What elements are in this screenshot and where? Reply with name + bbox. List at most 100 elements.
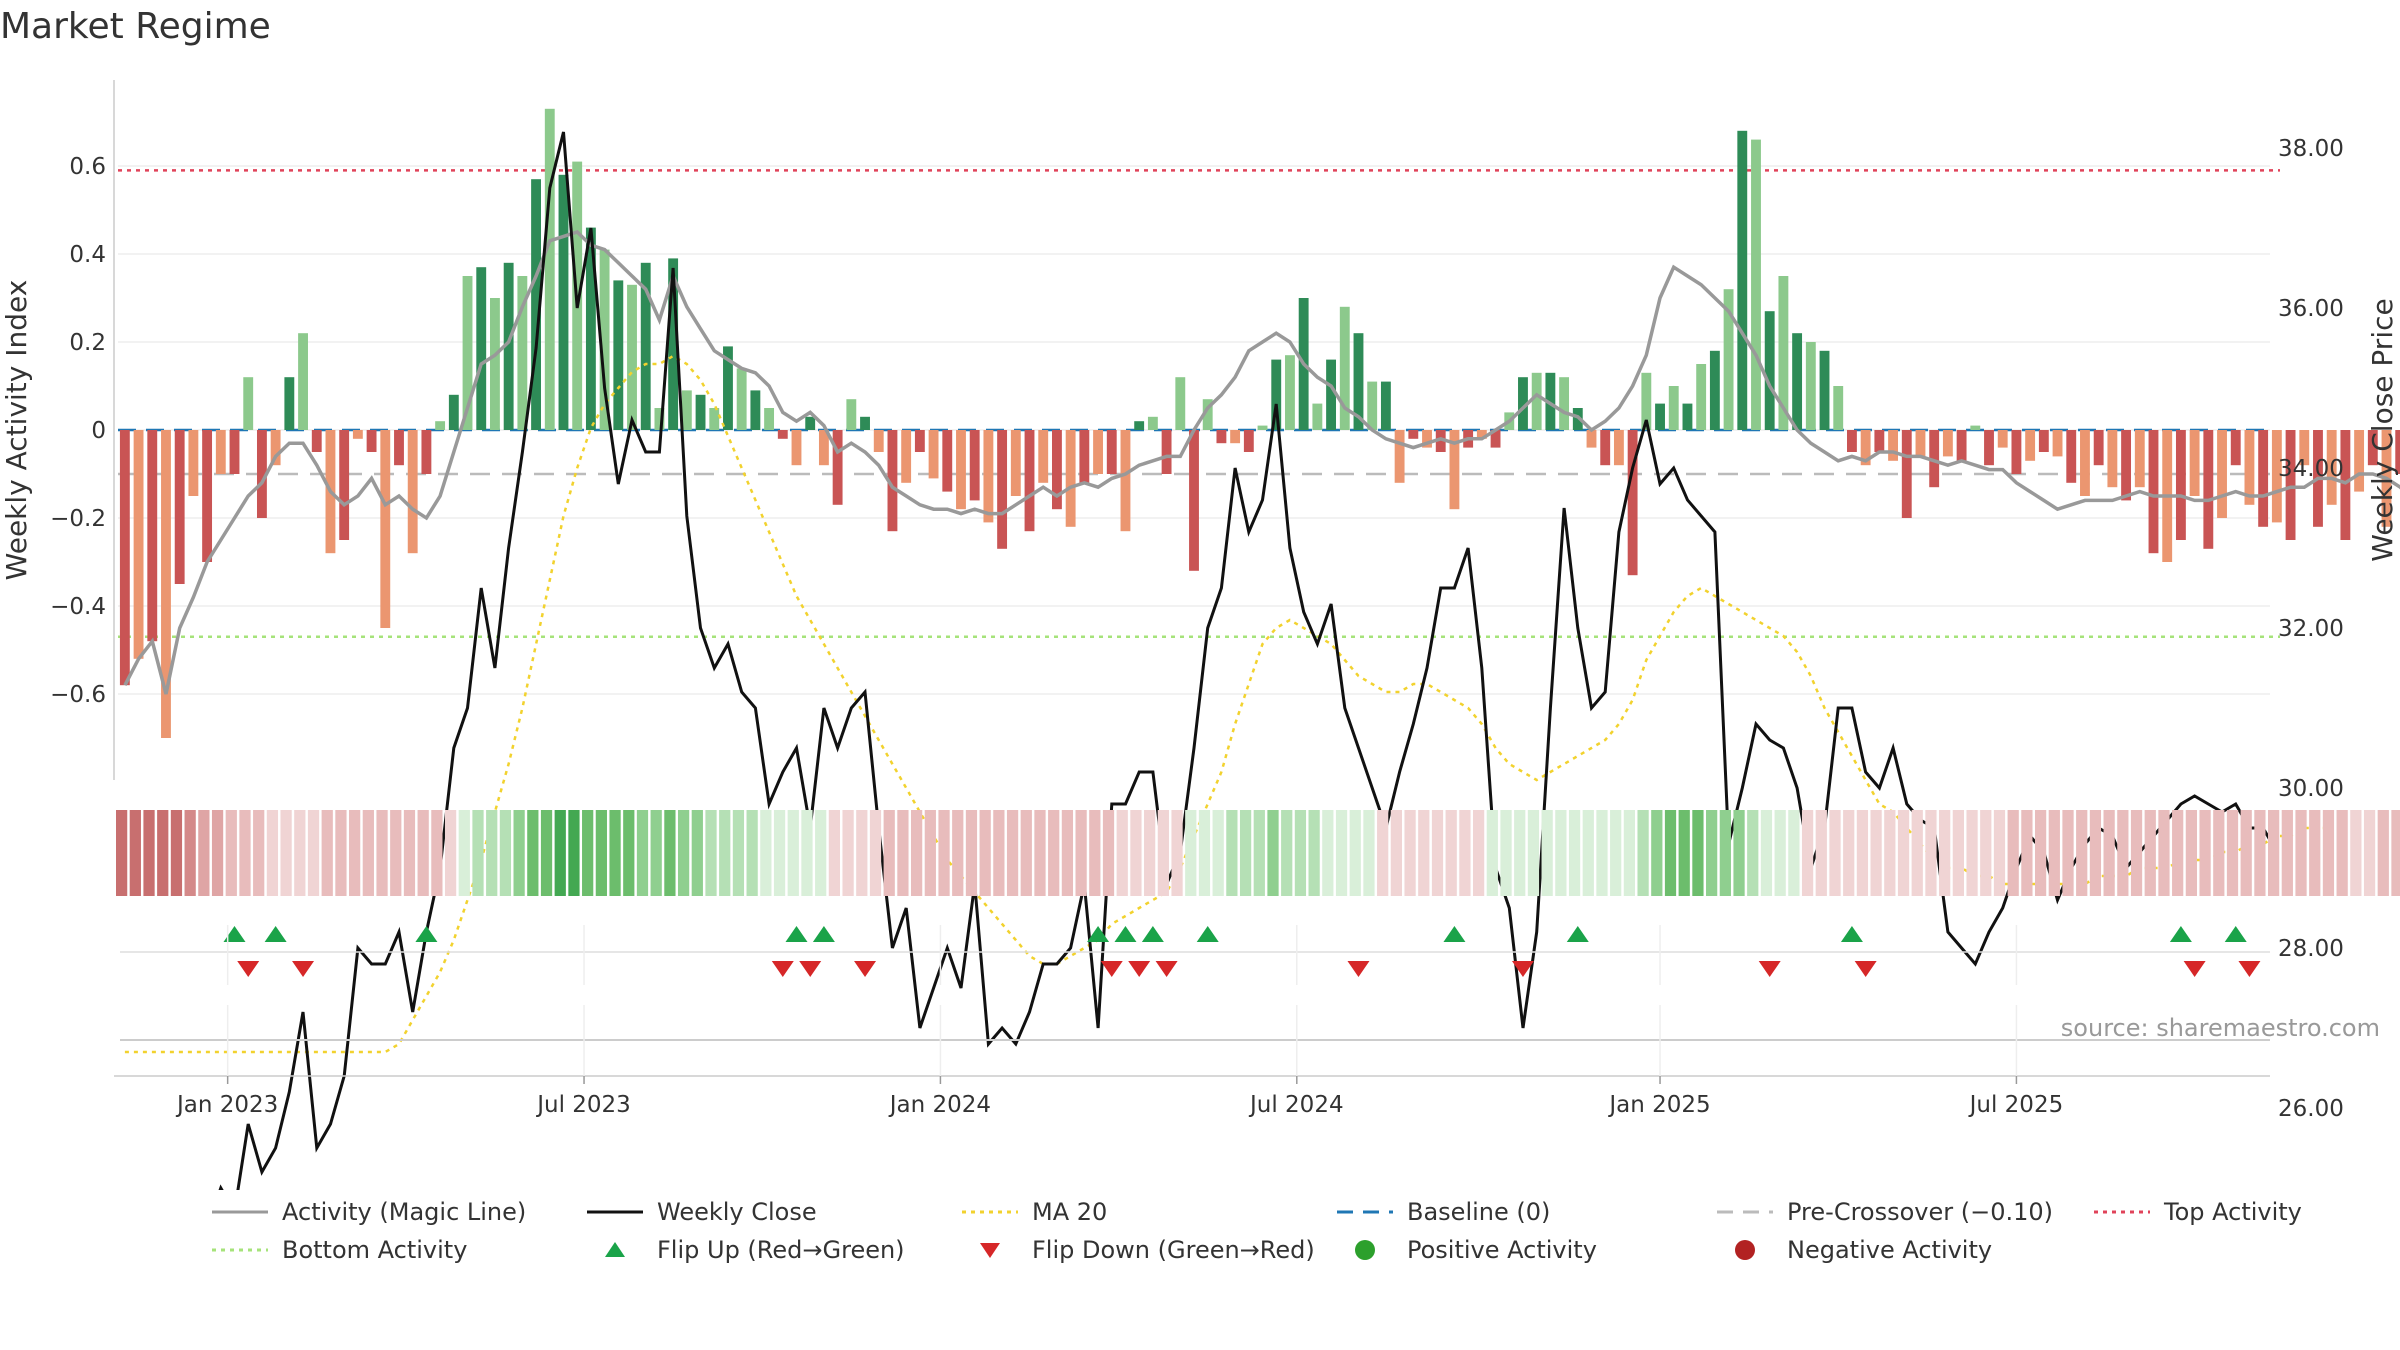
- activity-bar: [873, 430, 884, 452]
- flip-down-marker: [2238, 961, 2261, 977]
- regime-cell: [1966, 810, 1978, 896]
- activity-bar: [490, 298, 500, 430]
- activity-bars: [119, 108, 2400, 738]
- regime-cell: [1911, 810, 1923, 896]
- activity-bar: [1751, 139, 1761, 430]
- regime-cell: [1377, 810, 1389, 896]
- activity-bar: [2175, 430, 2186, 540]
- legend-label: Flip Up (Red→Green): [657, 1236, 905, 1264]
- regime-cell: [1294, 810, 1307, 896]
- flip-down-marker: [1758, 961, 1781, 977]
- activity-bar: [1408, 430, 1419, 439]
- activity-bar: [1134, 421, 1145, 430]
- legend-symbol-triangle-up: [605, 1242, 625, 1257]
- activity-bar: [339, 430, 350, 540]
- activity-bar: [1696, 364, 1707, 430]
- regime-cell: [2363, 810, 2376, 896]
- reference-lines: [118, 169, 2280, 639]
- legend-label: Negative Activity: [1787, 1236, 1993, 1264]
- activity-bar: [1339, 306, 1350, 430]
- legend-symbol-dotted: [2094, 1210, 2150, 1214]
- flip-down-marker: [1347, 961, 1370, 977]
- regime-cell: [1267, 810, 1279, 896]
- regime-cell: [1678, 810, 1690, 896]
- activity-bar: [1490, 430, 1501, 448]
- regime-cell: [1637, 810, 1649, 896]
- activity-bar: [1380, 381, 1391, 430]
- flip-up-marker: [1087, 926, 1110, 942]
- regime-cell: [527, 810, 539, 896]
- flip-up-marker: [1196, 926, 1219, 942]
- regime-cell: [1541, 810, 1553, 896]
- activity-bar: [777, 430, 788, 439]
- activity-bar: [1641, 372, 1652, 430]
- regime-cell: [1102, 810, 1115, 896]
- activity-bar: [1888, 430, 1898, 461]
- legend-symbol-line: [587, 1210, 643, 1214]
- regime-cell: [1815, 810, 1827, 896]
- regime-cell: [198, 810, 210, 896]
- activity-bar: [1202, 399, 1213, 430]
- activity-bar: [1655, 403, 1665, 430]
- regime-cell: [1006, 810, 1019, 896]
- regime-cell: [1555, 810, 1567, 896]
- regime-cell: [1952, 810, 1964, 896]
- regime-cell: [1281, 810, 1293, 896]
- regime-cell: [335, 810, 347, 896]
- activity-bar: [736, 368, 747, 430]
- legend-label: Baseline (0): [1407, 1198, 1551, 1226]
- weekly-close-line: [218, 131, 2279, 1190]
- x-tick-label: Jul 2023: [535, 1092, 631, 1118]
- legend-item-ma20: MA 20: [960, 1198, 1107, 1226]
- regime-cell: [211, 810, 224, 896]
- activity-bar: [448, 394, 459, 430]
- activity-bar: [1243, 430, 1254, 452]
- regime-cell: [1568, 810, 1581, 896]
- activity-bar: [1915, 430, 1926, 457]
- activity-bar: [1518, 377, 1528, 430]
- regime-cell: [2391, 810, 2400, 896]
- regime-cell: [1582, 810, 1594, 896]
- activity-bar: [1627, 430, 1638, 576]
- regime-cell: [1226, 810, 1238, 896]
- flip-up-marker: [223, 926, 246, 942]
- regime-cell: [732, 810, 745, 896]
- timeline-axis: Jan 2023 Jul 2023 Jan 2024 Jul 2024 Jan 2025…: [114, 925, 2270, 1118]
- axes: 0.6 0.4 0.2 0 −0.2 −0.4 −0.6 38.00 36.00 34.00 32.…: [0, 80, 2399, 1122]
- regime-cell: [1788, 810, 1800, 896]
- left-tick-label: 0: [91, 418, 106, 444]
- legend-label: Activity (Magic Line): [282, 1198, 527, 1226]
- regime-cell: [664, 810, 676, 896]
- activity-bar: [1394, 430, 1405, 483]
- activity-bar: [1051, 430, 1062, 510]
- regime-cell: [2350, 810, 2362, 896]
- activity-bar: [1312, 403, 1323, 430]
- flip-up-marker: [1141, 926, 1164, 942]
- regime-cell: [2130, 810, 2143, 896]
- activity-bar: [2299, 430, 2310, 466]
- legend-item-posdot: Positive Activity: [1335, 1236, 1597, 1264]
- regime-cell: [2377, 810, 2389, 896]
- regime-cell: [773, 810, 786, 896]
- regime-cell: [1020, 810, 1032, 896]
- x-tick-label: Jul 2024: [1248, 1092, 1344, 1118]
- activity-bar: [2395, 430, 2400, 474]
- regime-heatstrip: [116, 810, 2400, 896]
- activity-bar: [1970, 425, 1981, 430]
- activity-bar: [818, 430, 829, 466]
- regime-cell: [979, 810, 991, 896]
- activity-bar: [1764, 311, 1775, 430]
- regime-cell: [623, 810, 635, 896]
- regime-cell: [513, 810, 525, 896]
- activity-bar: [1709, 350, 1720, 430]
- x-tick-label: Jan 2025: [1607, 1092, 1710, 1118]
- activity-bar: [1737, 130, 1748, 431]
- activity-bar: [1093, 430, 1103, 474]
- flip-down-marker: [237, 961, 260, 977]
- regime-cell: [2089, 810, 2102, 896]
- regime-cell: [1733, 810, 1745, 896]
- magic-line: [123, 230, 2400, 695]
- activity-bar: [723, 346, 733, 430]
- flip-up-marker: [1566, 926, 1589, 942]
- regime-cell: [170, 810, 183, 896]
